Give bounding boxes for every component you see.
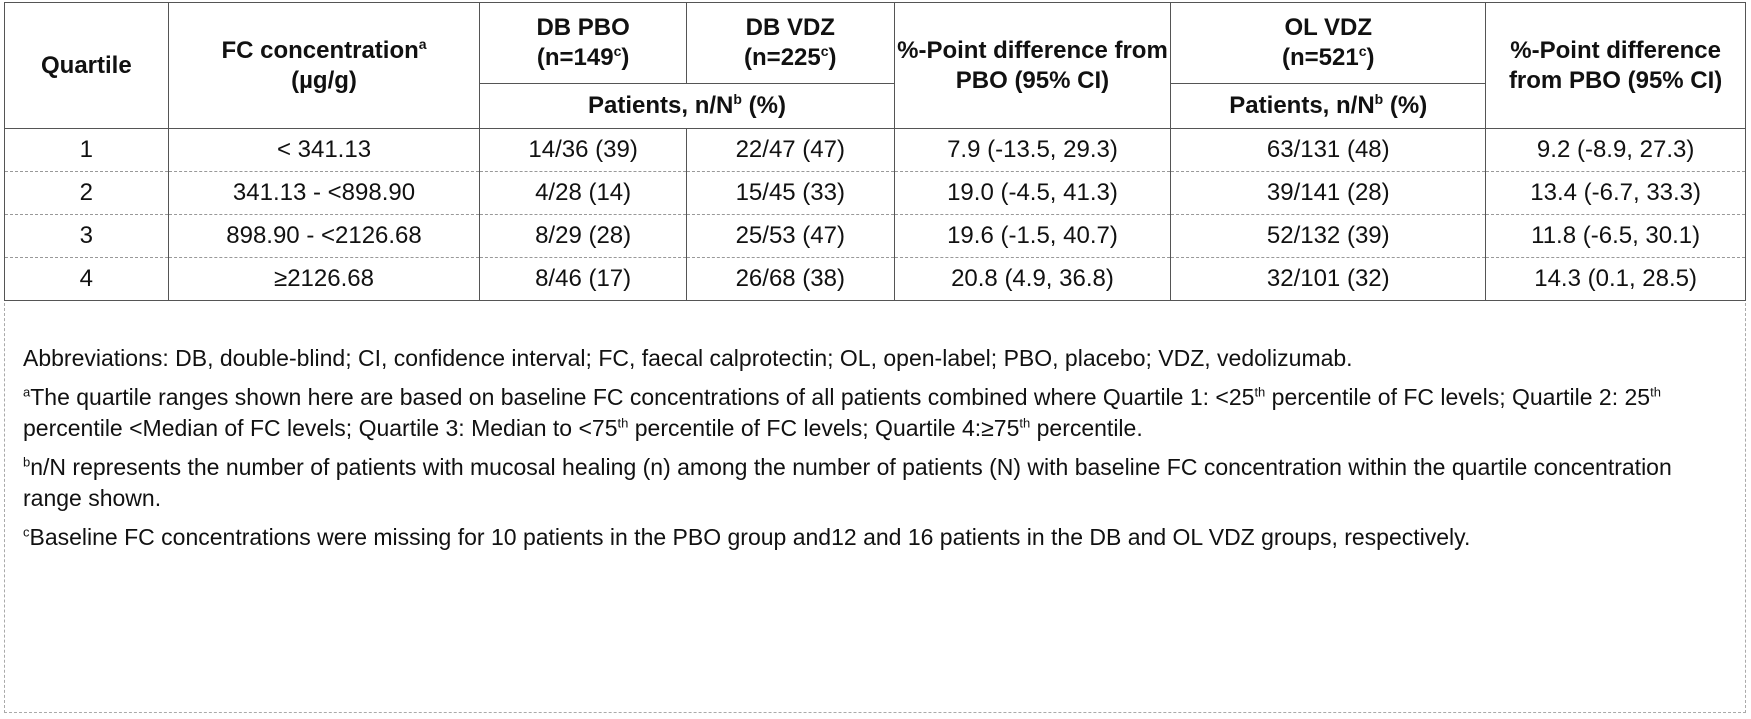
results-table: Quartile FC concentrationa (µg/g) DB PBO… <box>4 2 1746 301</box>
footnote-b: bn/N represents the number of patients w… <box>23 454 1672 511</box>
cell-diff-ol: 14.3 (0.1, 28.5) <box>1485 257 1746 301</box>
cell-db-vdz: 22/47 (47) <box>685 128 895 172</box>
cell-diff-ol: 9.2 (-8.9, 27.3) <box>1485 128 1746 172</box>
footnote-a: aThe quartile ranges shown here are base… <box>23 384 1661 441</box>
cell-db-vdz: 25/53 (47) <box>685 214 895 258</box>
cell-diff-db: 20.8 (4.9, 36.8) <box>893 257 1172 301</box>
cell-diff-db: 7.9 (-13.5, 29.3) <box>893 128 1172 172</box>
cell-db-vdz: 15/45 (33) <box>685 171 895 215</box>
table-row: 1 < 341.13 14/36 (39) 22/47 (47) 7.9 (-1… <box>4 128 1746 172</box>
abbreviations-note: Abbreviations: DB, double-blind; CI, con… <box>23 345 1353 371</box>
cell-diff-db: 19.6 (-1.5, 40.7) <box>893 214 1172 258</box>
cell-db-vdz: 26/68 (38) <box>685 257 895 301</box>
header-quartile: Quartile <box>4 2 169 129</box>
cell-fc: 341.13 - <898.90 <box>167 171 481 215</box>
cell-db-pbo: 8/46 (17) <box>479 257 687 301</box>
cell-fc: 898.90 - <2126.68 <box>167 214 481 258</box>
cell-db-pbo: 8/29 (28) <box>479 214 687 258</box>
cell-db-pbo: 4/28 (14) <box>479 171 687 215</box>
footnotes: Abbreviations: DB, double-blind; CI, con… <box>4 303 1746 713</box>
header-fc-concentration: FC concentrationa (µg/g) <box>167 2 481 129</box>
footnote-c: cBaseline FC concentrations were missing… <box>23 524 1471 550</box>
header-db-pbo: DB PBO (n=149c) <box>479 2 687 84</box>
cell-fc: < 341.13 <box>167 128 481 172</box>
table-row: 2 341.13 - <898.90 4/28 (14) 15/45 (33) … <box>4 171 1746 215</box>
header-patients-db: Patients, n/Nb (%) <box>479 83 895 129</box>
cell-quartile: 1 <box>4 128 169 172</box>
cell-quartile: 4 <box>4 257 169 301</box>
cell-ol-vdz: 39/141 (28) <box>1170 171 1487 215</box>
table-row: 3 898.90 - <2126.68 8/29 (28) 25/53 (47)… <box>4 214 1746 258</box>
header-diff-ol: %-Point difference from PBO (95% CI) <box>1485 2 1746 129</box>
table-row: 4 ≥2126.68 8/46 (17) 26/68 (38) 20.8 (4.… <box>4 257 1746 301</box>
cell-quartile: 2 <box>4 171 169 215</box>
cell-diff-db: 19.0 (-4.5, 41.3) <box>893 171 1172 215</box>
header-db-vdz: DB VDZ (n=225c) <box>685 2 895 84</box>
header-patients-ol: Patients, n/Nb (%) <box>1170 83 1487 129</box>
cell-fc: ≥2126.68 <box>167 257 481 301</box>
header-ol-vdz: OL VDZ (n=521c) <box>1170 2 1487 84</box>
header-diff-db: %-Point difference from PBO (95% CI) <box>893 2 1172 129</box>
cell-diff-ol: 13.4 (-6.7, 33.3) <box>1485 171 1746 215</box>
cell-ol-vdz: 52/132 (39) <box>1170 214 1487 258</box>
cell-quartile: 3 <box>4 214 169 258</box>
cell-ol-vdz: 63/131 (48) <box>1170 128 1487 172</box>
cell-ol-vdz: 32/101 (32) <box>1170 257 1487 301</box>
cell-db-pbo: 14/36 (39) <box>479 128 687 172</box>
cell-diff-ol: 11.8 (-6.5, 30.1) <box>1485 214 1746 258</box>
